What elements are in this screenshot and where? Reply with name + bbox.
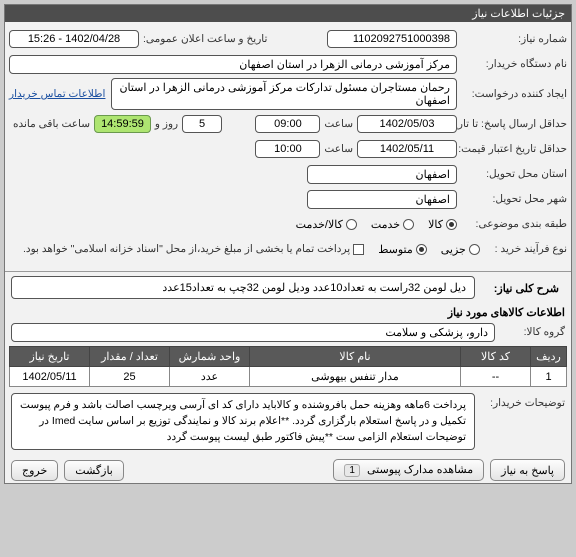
del-city-label: شهر محل تحویل: (457, 193, 567, 205)
req-city-label: استان محل تحویل: (457, 168, 567, 180)
radio-both[interactable]: کالا/خدمت (296, 218, 357, 231)
radio-icon (416, 244, 427, 255)
pay-note: پرداخت تمام یا بخشی از مبلغ خرید،از محل … (23, 243, 350, 255)
footer-bar: پاسخ به نیاز مشاهده مدارک پیوستی 1 بازگش… (5, 453, 571, 483)
table-cell: 1402/05/11 (10, 367, 90, 387)
group-field: دارو، پزشکی و سلامت (11, 323, 495, 342)
subject-class-label: طبقه بندی موضوعی: (457, 218, 567, 230)
table-header: کد کالا (461, 347, 531, 367)
radio-icon (469, 244, 480, 255)
items-header: اطلاعات کالاهای مورد نیاز (5, 304, 571, 321)
announce-field: 1402/04/28 - 15:26 (9, 30, 139, 48)
radio-icon (403, 219, 414, 230)
respond-button[interactable]: پاسخ به نیاز (490, 459, 565, 481)
deadline-time-label: ساعت (320, 118, 357, 130)
radio-goods-label: کالا (428, 218, 443, 231)
req-city-field: اصفهان (307, 165, 457, 184)
days-remaining: 5 (182, 115, 222, 133)
validity-label: حداقل تاریخ اعتبار قیمت: تا تاریخ: (457, 143, 567, 155)
validity-date: 1402/05/11 (357, 140, 457, 158)
table-header: نام کالا (250, 347, 461, 367)
radio-small[interactable]: جزیی (441, 243, 480, 256)
deadline-time: 09:00 (255, 115, 320, 133)
radio-icon (446, 219, 457, 230)
radio-both-label: کالا/خدمت (296, 218, 343, 231)
table-row[interactable]: 1--مدار تنفس بیهوشیعدد251402/05/11 (10, 367, 567, 387)
need-no-field: 1102092751000398 (327, 30, 457, 48)
table-cell: -- (461, 367, 531, 387)
table-cell: 25 (90, 367, 170, 387)
radio-small-label: جزیی (441, 243, 466, 256)
radio-icon (346, 219, 357, 230)
buyer-label: نام دستگاه خریدار: (457, 58, 567, 70)
radio-goods[interactable]: کالا (428, 218, 457, 231)
radio-medium-label: متوسط (378, 243, 413, 256)
need-title-label: شرح کلی نیاز: (475, 278, 565, 297)
group-label: گروه کالا: (495, 326, 565, 338)
radio-medium[interactable]: متوسط (378, 243, 427, 256)
attachments-count: 1 (344, 464, 360, 477)
del-city-field: اصفهان (307, 190, 457, 209)
panel-title: جزئیات اطلاعات نیاز (5, 5, 571, 22)
buyer-notes-field: پرداخت 6ماهه وهزینه حمل بافروشنده و کالا… (11, 393, 475, 450)
deadline-date: 1402/05/03 (357, 115, 457, 133)
table-cell: مدار تنفس بیهوشی (250, 367, 461, 387)
announce-label: تاریخ و ساعت اعلان عمومی: (139, 33, 279, 45)
checkbox-treasury[interactable]: پرداخت تمام یا بخشی از مبلغ خرید،از محل … (23, 243, 364, 255)
radio-service-label: خدمت (371, 218, 400, 231)
table-header: واحد شمارش (170, 347, 250, 367)
buy-process-label: نوع فرآیند خرید : (480, 243, 567, 255)
time-remaining: 14:59:59 (94, 115, 151, 133)
creator-field: رحمان مستاجران مسئول تدارکات مرکز آموزشی… (111, 78, 457, 110)
radio-service[interactable]: خدمت (371, 218, 414, 231)
validity-time-label: ساعت (320, 143, 357, 155)
buyer-notes-label: توضیحات خریدار: (475, 393, 565, 409)
remain-label: ساعت باقی مانده (9, 118, 94, 130)
table-cell: 1 (531, 367, 567, 387)
creator-label: ایجاد کننده درخواست: (457, 88, 567, 100)
back-button[interactable]: بازگشت (64, 460, 124, 481)
table-cell: عدد (170, 367, 250, 387)
contact-link[interactable]: اطلاعات تماس خریدار (9, 88, 105, 100)
days-label: روز و (151, 118, 182, 130)
need-details-panel: جزئیات اطلاعات نیاز شماره نیاز: 11020927… (4, 4, 572, 484)
attachments-label: مشاهده مدارک پیوستی (367, 464, 473, 476)
table-header: ردیف (531, 347, 567, 367)
table-header: تاریخ نیاز (10, 347, 90, 367)
need-no-label: شماره نیاز: (457, 33, 567, 45)
checkbox-icon (353, 244, 364, 255)
deadline-label: حداقل ارسال پاسخ: تا تاریخ: (457, 118, 567, 130)
validity-time: 10:00 (255, 140, 320, 158)
items-table: ردیفکد کالانام کالاواحد شمارشتعداد / مقد… (9, 346, 567, 387)
form-area: شماره نیاز: 1102092751000398 تاریخ و ساع… (5, 22, 571, 269)
buyer-field: مرکز آموزشی درمانی الزهرا در استان اصفها… (9, 55, 457, 74)
attachments-button[interactable]: مشاهده مدارک پیوستی 1 (333, 459, 484, 481)
table-header: تعداد / مقدار (90, 347, 170, 367)
need-title-field: دیل لومن 32راست به تعداد10عدد ودیل لومن … (11, 276, 475, 299)
exit-button[interactable]: خروج (11, 460, 58, 481)
